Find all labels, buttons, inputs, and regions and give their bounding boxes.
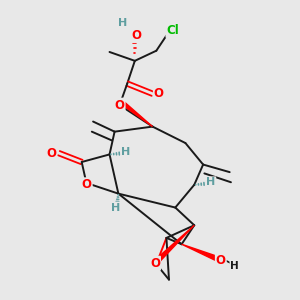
Text: O: O bbox=[46, 147, 56, 160]
Text: O: O bbox=[216, 254, 226, 267]
Text: O: O bbox=[131, 29, 141, 42]
Text: H: H bbox=[121, 147, 130, 157]
Text: O: O bbox=[82, 178, 92, 191]
Polygon shape bbox=[121, 101, 152, 127]
Polygon shape bbox=[182, 244, 217, 260]
Text: H: H bbox=[111, 202, 121, 212]
Text: O: O bbox=[150, 257, 160, 270]
Text: O: O bbox=[115, 99, 124, 112]
Text: Cl: Cl bbox=[167, 24, 179, 37]
Polygon shape bbox=[156, 225, 194, 262]
Text: H: H bbox=[230, 261, 239, 271]
Text: H: H bbox=[206, 177, 215, 187]
Text: O: O bbox=[154, 87, 164, 100]
Text: H: H bbox=[118, 18, 127, 28]
